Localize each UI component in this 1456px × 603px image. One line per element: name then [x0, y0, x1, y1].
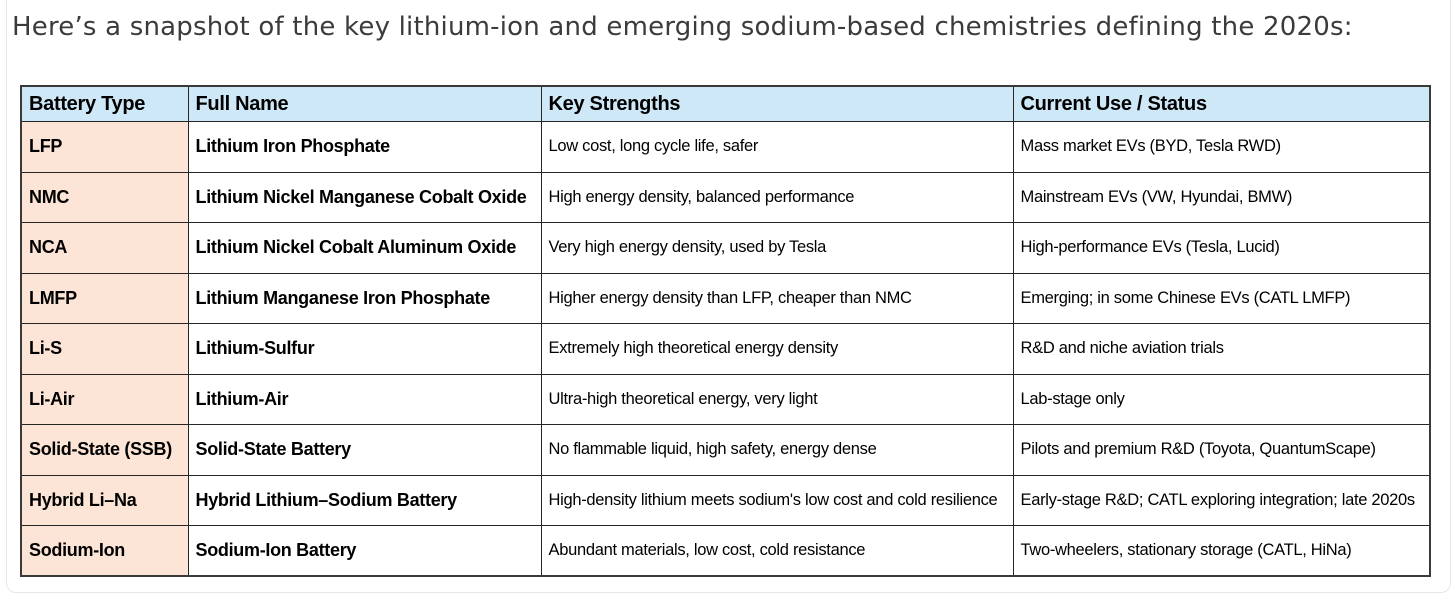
battery-type-cell: LFP [20, 121, 189, 173]
battery-type-cell: NCA [20, 222, 189, 274]
current-use-status-cell: Emerging; in some Chinese EVs (CATL LMFP… [1012, 272, 1431, 324]
current-use-status-cell: Early-stage R&D; CATL exploring integrat… [1012, 474, 1431, 526]
battery-type-cell: Li-Air [20, 373, 189, 425]
table-row: LFP Lithium Iron Phosphate Low cost, long … [20, 121, 1431, 173]
full-name-cell: Sodium-Ion Battery [187, 525, 542, 577]
current-use-status-cell: Mass market EVs (BYD, Tesla RWD) [1012, 121, 1431, 173]
battery-type-cell: Sodium-Ion [20, 525, 189, 577]
column-header-key-strengths: Key Strengths [540, 85, 1014, 122]
current-use-status-cell: Mainstream EVs (VW, Hyundai, BMW) [1012, 171, 1431, 223]
key-strengths-cell: High energy density, balanced performanc… [540, 171, 1014, 223]
battery-type-cell: Li-S [20, 323, 189, 375]
key-strengths-cell: Abundant materials, low cost, cold resis… [540, 525, 1014, 577]
full-name-cell: Lithium-Air [187, 373, 542, 425]
key-strengths-cell: No flammable liquid, high safety, energy… [540, 424, 1014, 476]
full-name-cell: Lithium-Sulfur [187, 323, 542, 375]
battery-type-cell: Hybrid Li–Na [20, 474, 189, 526]
table-body: LFP Lithium Iron Phosphate Low cost, long … [20, 121, 1431, 577]
table-row: Sodium-Ion Sodium-Ion Battery Abundant mat… [20, 525, 1431, 577]
current-use-status-cell: Pilots and premium R&D (Toyota, QuantumS… [1012, 424, 1431, 476]
full-name-cell: Lithium Nickel Manganese Cobalt Oxide [187, 171, 542, 223]
table-row: NMC Lithium Nickel Manganese Cobalt Oxide… [20, 171, 1431, 223]
header-row: Battery Type Full Name Key Strengths Cur… [20, 85, 1431, 122]
key-strengths-cell: Ultra-high theoretical energy, very ligh… [540, 373, 1014, 425]
current-use-status-cell: High-performance EVs (Tesla, Lucid) [1012, 222, 1431, 274]
current-use-status-cell: Lab-stage only [1012, 373, 1431, 425]
current-use-status-cell: R&D and niche aviation trials [1012, 323, 1431, 375]
table-row: Li-Air Lithium-Air Ultra-high theoretical … [20, 373, 1431, 425]
battery-chemistries-table: Battery Type Full Name Key Strengths Cur… [20, 85, 1431, 577]
column-header-current-use-status: Current Use / Status [1012, 85, 1431, 122]
full-name-cell: Lithium Iron Phosphate [187, 121, 542, 173]
table-header: Battery Type Full Name Key Strengths Cur… [20, 85, 1431, 122]
battery-type-cell: NMC [20, 171, 189, 223]
table-row: Hybrid Li–Na Hybrid Lithium–Sodium Batter… [20, 474, 1431, 526]
table-row: LMFP Lithium Manganese Iron Phosphate High… [20, 272, 1431, 324]
key-strengths-cell: Higher energy density than LFP, cheaper … [540, 272, 1014, 324]
table-row: NCA Lithium Nickel Cobalt Aluminum Oxide V… [20, 222, 1431, 274]
intro-text: Here’s a snapshot of the key lithium-ion… [12, 12, 1353, 42]
table-row: Solid-State (SSB) Solid-State Battery No f… [20, 424, 1431, 476]
current-use-status-cell: Two-wheelers, stationary storage (CATL, … [1012, 525, 1431, 577]
key-strengths-cell: Extremely high theoretical energy densit… [540, 323, 1014, 375]
column-header-full-name: Full Name [187, 85, 542, 122]
column-header-battery-type: Battery Type [20, 85, 189, 122]
full-name-cell: Lithium Manganese Iron Phosphate [187, 272, 542, 324]
full-name-cell: Solid-State Battery [187, 424, 542, 476]
battery-type-cell: Solid-State (SSB) [20, 424, 189, 476]
key-strengths-cell: High-density lithium meets sodium's low … [540, 474, 1014, 526]
full-name-cell: Hybrid Lithium–Sodium Battery [187, 474, 542, 526]
full-name-cell: Lithium Nickel Cobalt Aluminum Oxide [187, 222, 542, 274]
battery-type-cell: LMFP [20, 272, 189, 324]
key-strengths-cell: Low cost, long cycle life, safer [540, 121, 1014, 173]
table-row: Li-S Lithium-Sulfur Extremely high theoret… [20, 323, 1431, 375]
key-strengths-cell: Very high energy density, used by Tesla [540, 222, 1014, 274]
